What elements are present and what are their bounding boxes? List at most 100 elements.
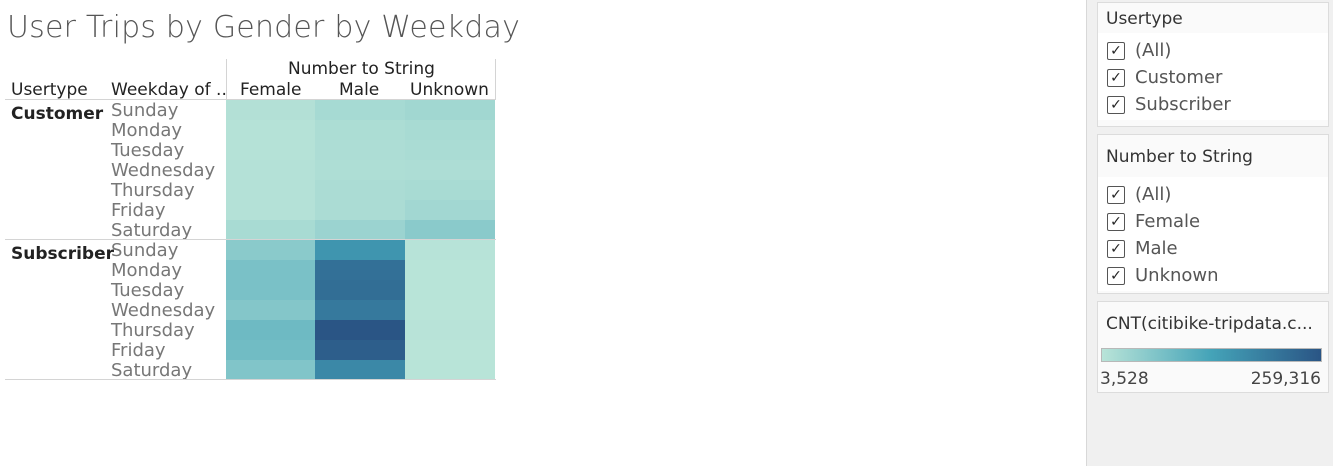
heatmap-cell[interactable]	[315, 320, 405, 340]
heatmap-cell[interactable]	[226, 100, 315, 120]
color-legend: CNT(citibike-tripdata.c... 3,528 259,316	[1097, 301, 1329, 393]
checkbox-checked-icon[interactable]: ✓	[1107, 185, 1125, 204]
heatmap-cell[interactable]	[405, 140, 495, 160]
chart-title: User Trips by Gender by Weekday	[7, 10, 521, 45]
filter-item-label: (All)	[1135, 40, 1172, 61]
heatmap-cell[interactable]	[315, 300, 405, 320]
heatmap-cell[interactable]	[315, 120, 405, 140]
heatmap-cell[interactable]	[226, 200, 315, 220]
checkbox-checked-icon[interactable]: ✓	[1107, 239, 1125, 258]
heatmap-cell[interactable]	[315, 180, 405, 200]
legend-min-label: 3,528	[1100, 369, 1149, 389]
header-divider-right	[495, 59, 496, 100]
usertype-header: Usertype	[11, 80, 88, 100]
heatmap-cell[interactable]	[226, 120, 315, 140]
heatmap-cell[interactable]	[405, 240, 495, 260]
gender-filter-title: Number to String	[1106, 147, 1253, 167]
filter-item-label: Customer	[1135, 67, 1223, 88]
heatmap-cell[interactable]	[315, 200, 405, 220]
checkbox-checked-icon[interactable]: ✓	[1107, 266, 1125, 285]
column-header-male: Male	[339, 80, 380, 100]
heatmap-cell[interactable]	[315, 240, 405, 260]
weekday-label: Thursday	[111, 180, 195, 201]
group-label-customer: Customer	[11, 104, 104, 124]
heatmap-cell[interactable]	[315, 280, 405, 300]
heatmap-cell[interactable]	[405, 100, 495, 120]
sidebar: Usertype ✓ (All) ✓ Customer ✓ Subscriber…	[1086, 0, 1333, 466]
heatmap-cell[interactable]	[226, 300, 315, 320]
heatmap-cell[interactable]	[405, 340, 495, 360]
weekday-label: Sunday	[111, 100, 179, 121]
heatmap-cell[interactable]	[226, 320, 315, 340]
heatmap-cell[interactable]	[405, 220, 495, 240]
checkbox-checked-icon[interactable]: ✓	[1107, 95, 1125, 114]
checkbox-checked-icon[interactable]: ✓	[1107, 212, 1125, 231]
legend-title: CNT(citibike-tripdata.c...	[1106, 314, 1313, 334]
heatmap-cell[interactable]	[226, 280, 315, 300]
weekday-label: Monday	[111, 260, 183, 281]
heatmap-cell[interactable]	[226, 140, 315, 160]
usertype-filter-title: Usertype	[1106, 9, 1183, 29]
group-label-subscriber: Subscriber	[11, 244, 115, 264]
heatmap-cell[interactable]	[405, 120, 495, 140]
checkbox-checked-icon[interactable]: ✓	[1107, 68, 1125, 87]
heatmap-cell[interactable]	[405, 180, 495, 200]
filter-item-all[interactable]: ✓ (All)	[1098, 37, 1328, 64]
heatmap-cell[interactable]	[405, 160, 495, 180]
weekday-label: Sunday	[111, 240, 179, 261]
heatmap-cell[interactable]	[315, 160, 405, 180]
heatmap-cell[interactable]	[405, 300, 495, 320]
weekday-label: Saturday	[111, 220, 193, 241]
table-bottom-rule	[5, 379, 496, 380]
heatmap-cell[interactable]	[315, 140, 405, 160]
heatmap-cell[interactable]	[405, 260, 495, 280]
heatmap-cell[interactable]	[226, 260, 315, 280]
filter-item-female[interactable]: ✓ Female	[1098, 208, 1328, 235]
heatmap-cell[interactable]	[226, 160, 315, 180]
heatmap-cell[interactable]	[315, 340, 405, 360]
heatmap-cell[interactable]	[226, 220, 315, 240]
column-group-header: Number to String	[288, 59, 435, 79]
heatmap-cell[interactable]	[405, 200, 495, 220]
heatmap-cell[interactable]	[405, 360, 495, 380]
weekday-label: Tuesday	[111, 140, 185, 161]
heatmap-cell[interactable]	[405, 320, 495, 340]
heatmap-cell[interactable]	[315, 100, 405, 120]
column-header-unknown: Unknown	[410, 80, 489, 100]
weekday-label: Monday	[111, 120, 183, 141]
filter-item-label: Subscriber	[1135, 94, 1231, 115]
header-divider	[226, 59, 227, 100]
header-bottom-rule	[5, 99, 496, 100]
weekday-label: Friday	[111, 200, 166, 221]
heatmap-area: User Trips by Gender by Weekday Number t…	[5, 10, 521, 381]
heatmap-cell[interactable]	[226, 360, 315, 380]
heatmap-cell[interactable]	[226, 180, 315, 200]
weekday-label: Friday	[111, 340, 166, 361]
usertype-filter: Usertype ✓ (All) ✓ Customer ✓ Subscriber	[1097, 2, 1329, 127]
filter-item-label: Male	[1135, 238, 1178, 259]
group-divider	[5, 239, 496, 240]
filter-item-unknown[interactable]: ✓ Unknown	[1098, 262, 1328, 289]
filter-item-all[interactable]: ✓ (All)	[1098, 181, 1328, 208]
filter-item-subscriber[interactable]: ✓ Subscriber	[1098, 91, 1328, 118]
weekday-label: Saturday	[111, 360, 193, 381]
heatmap-cell[interactable]	[315, 360, 405, 380]
weekday-label: Wednesday	[111, 160, 216, 181]
heatmap-cell[interactable]	[405, 280, 495, 300]
heatmap-cell[interactable]	[226, 340, 315, 360]
filter-item-male[interactable]: ✓ Male	[1098, 235, 1328, 262]
checkbox-checked-icon[interactable]: ✓	[1107, 41, 1125, 60]
legend-max-label: 259,316	[1250, 369, 1321, 389]
heatmap-cell[interactable]	[226, 240, 315, 260]
legend-gradient-bar	[1101, 348, 1322, 362]
filter-item-customer[interactable]: ✓ Customer	[1098, 64, 1328, 91]
weekday-header: Weekday of ..	[111, 80, 227, 100]
weekday-label: Tuesday	[111, 280, 185, 301]
filter-item-label: Female	[1135, 211, 1201, 232]
weekday-label: Thursday	[111, 320, 195, 341]
filter-item-label: (All)	[1135, 184, 1172, 205]
filter-item-label: Unknown	[1135, 265, 1219, 286]
heatmap-cell[interactable]	[315, 220, 405, 240]
heatmap-cell[interactable]	[315, 260, 405, 280]
gender-filter: Number to String ✓ (All) ✓ Female ✓ Male…	[1097, 134, 1329, 294]
